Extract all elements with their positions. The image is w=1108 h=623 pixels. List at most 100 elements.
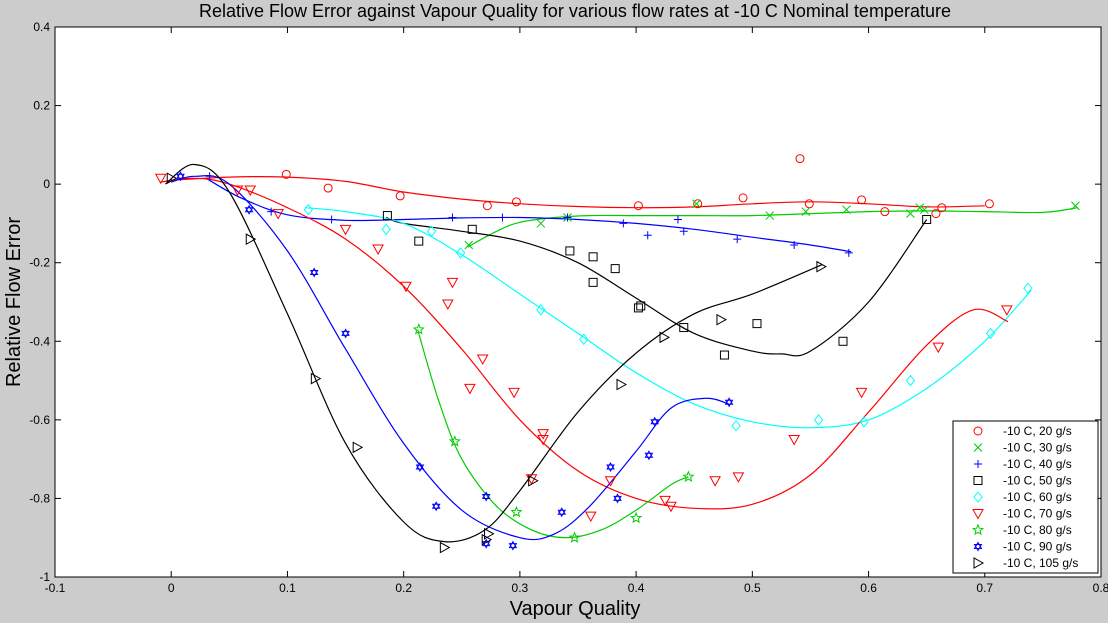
data-point-series-3 xyxy=(633,303,643,313)
data-point-series-1 xyxy=(915,203,925,213)
data-point-series-5 xyxy=(1001,305,1013,316)
data-point-series-0 xyxy=(937,203,947,213)
data-point-series-0 xyxy=(633,201,643,211)
data-point-series-7-b xyxy=(309,270,319,278)
data-point-series-7-b xyxy=(431,503,441,512)
data-point-series-7-a xyxy=(613,493,622,501)
x-tick-label: 0.5 xyxy=(744,581,761,595)
legend-label: -10 C, 90 g/s xyxy=(1003,540,1072,554)
data-point-series-3 xyxy=(588,277,598,287)
data-point-series-3 xyxy=(679,323,689,333)
y-tick-label: 0 xyxy=(43,177,50,191)
data-point-series-1 xyxy=(919,205,929,215)
data-point-series-7 xyxy=(431,501,441,512)
data-point-series-7-a xyxy=(481,491,491,499)
data-point-series-7-b xyxy=(176,173,185,182)
data-point-series-7 xyxy=(176,171,185,182)
data-point-series-2 xyxy=(205,172,214,181)
data-point-series-8 xyxy=(166,172,178,185)
data-point-series-2 xyxy=(679,227,688,236)
legend-marker-8 xyxy=(973,557,985,569)
data-point-series-0 xyxy=(323,183,333,193)
y-tick-label: 0.4 xyxy=(33,20,50,34)
x-tick-label: 0.2 xyxy=(395,581,412,595)
data-point-series-5 xyxy=(441,299,454,310)
y-tick-label: -0.6 xyxy=(29,413,50,427)
data-point-series-5 xyxy=(932,342,945,354)
y-tick-label: -1 xyxy=(39,570,50,584)
data-point-series-6 xyxy=(412,323,425,335)
data-point-series-2 xyxy=(733,235,742,244)
legend-marker-7 xyxy=(973,541,983,552)
data-point-series-8 xyxy=(716,313,727,326)
data-point-series-5 xyxy=(272,209,284,220)
data-point-series-4 xyxy=(731,419,741,432)
data-point-series-7-b xyxy=(415,464,425,473)
data-point-series-0 xyxy=(931,209,941,219)
data-point-series-7-b xyxy=(650,419,660,427)
data-point-series-4 xyxy=(1023,282,1033,295)
y-tick-label: -0.8 xyxy=(29,491,50,505)
data-point-series-1 xyxy=(842,205,851,215)
data-point-series-7-b xyxy=(613,495,622,504)
legend-marker-7-a xyxy=(973,541,983,549)
data-point-series-2 xyxy=(619,219,628,228)
legend-marker-1 xyxy=(973,443,983,452)
fit-curve-series-0 xyxy=(171,176,985,209)
axis-ticks: -0.1 0 0.1 0.2 0.3 0.4 0.5 0.6 0.7 0.8 -1 -0.8 -0.6 -… xyxy=(29,20,1108,595)
data-point-series-3 xyxy=(414,236,424,246)
data-point-series-0 xyxy=(482,201,492,211)
data-point-series-4 xyxy=(381,223,391,236)
chart-title: Relative Flow Error against Vapour Quali… xyxy=(199,1,951,21)
data-point-series-7 xyxy=(508,540,518,551)
x-axis-label: Vapour Quality xyxy=(510,598,641,620)
fit-curve-series-7 xyxy=(171,175,730,541)
data-point-series-7-a xyxy=(644,450,654,458)
y-tick-label: -0.4 xyxy=(29,334,50,348)
data-point-series-3 xyxy=(922,215,932,224)
data-point-series-3 xyxy=(838,336,848,346)
data-point-series-5 xyxy=(400,281,412,293)
data-point-series-0 xyxy=(693,199,703,209)
legend-label: -10 C, 30 g/s xyxy=(1003,441,1072,455)
x-tick-label: 0.7 xyxy=(976,581,993,595)
data-point-series-7 xyxy=(613,493,622,504)
data-point-series-7 xyxy=(415,461,425,473)
data-point-series-7 xyxy=(309,267,319,278)
legend-marker-7-b xyxy=(973,544,983,552)
data-point-series-3 xyxy=(382,211,392,221)
y-axis-label: Relative Flow Error xyxy=(3,217,25,387)
data-point-series-2 xyxy=(563,213,572,222)
data-point-series-2 xyxy=(844,248,853,257)
data-point-series-5 xyxy=(709,476,721,487)
data-point-series-5 xyxy=(855,387,868,399)
fit-curve-series-2 xyxy=(205,177,852,253)
data-point-series-3 xyxy=(719,350,729,360)
data-point-series-7-a xyxy=(431,501,441,509)
data-point-series-8 xyxy=(816,260,827,273)
data-point-series-6 xyxy=(448,435,461,447)
data-point-series-7-b xyxy=(508,543,518,551)
x-tick-label: -0.1 xyxy=(45,581,66,595)
data-point-series-5 xyxy=(659,495,672,507)
data-point-series-5 xyxy=(537,435,549,446)
x-tick-label: 0.4 xyxy=(628,581,645,595)
data-point-series-2 xyxy=(790,241,799,250)
fit-curve-series-4 xyxy=(304,207,1032,429)
data-point-series-5 xyxy=(464,383,476,395)
data-point-series-8 xyxy=(528,474,539,487)
data-point-series-7 xyxy=(341,328,350,339)
data-point-series-0 xyxy=(857,195,867,205)
x-tick-label: 0.8 xyxy=(1093,581,1108,595)
data-point-series-4 xyxy=(579,333,589,346)
legend-marker-2 xyxy=(974,460,982,468)
data-point-series-0 xyxy=(984,199,994,209)
data-point-series-3 xyxy=(610,264,620,274)
data-point-series-5 xyxy=(788,435,801,446)
plot-area xyxy=(54,26,1102,578)
x-tick-label: 0 xyxy=(168,581,175,595)
data-point-series-3 xyxy=(752,319,762,329)
x-tick-label: 0.3 xyxy=(512,581,529,595)
data-point-series-7 xyxy=(481,491,491,502)
data-point-series-7-a xyxy=(481,538,491,547)
